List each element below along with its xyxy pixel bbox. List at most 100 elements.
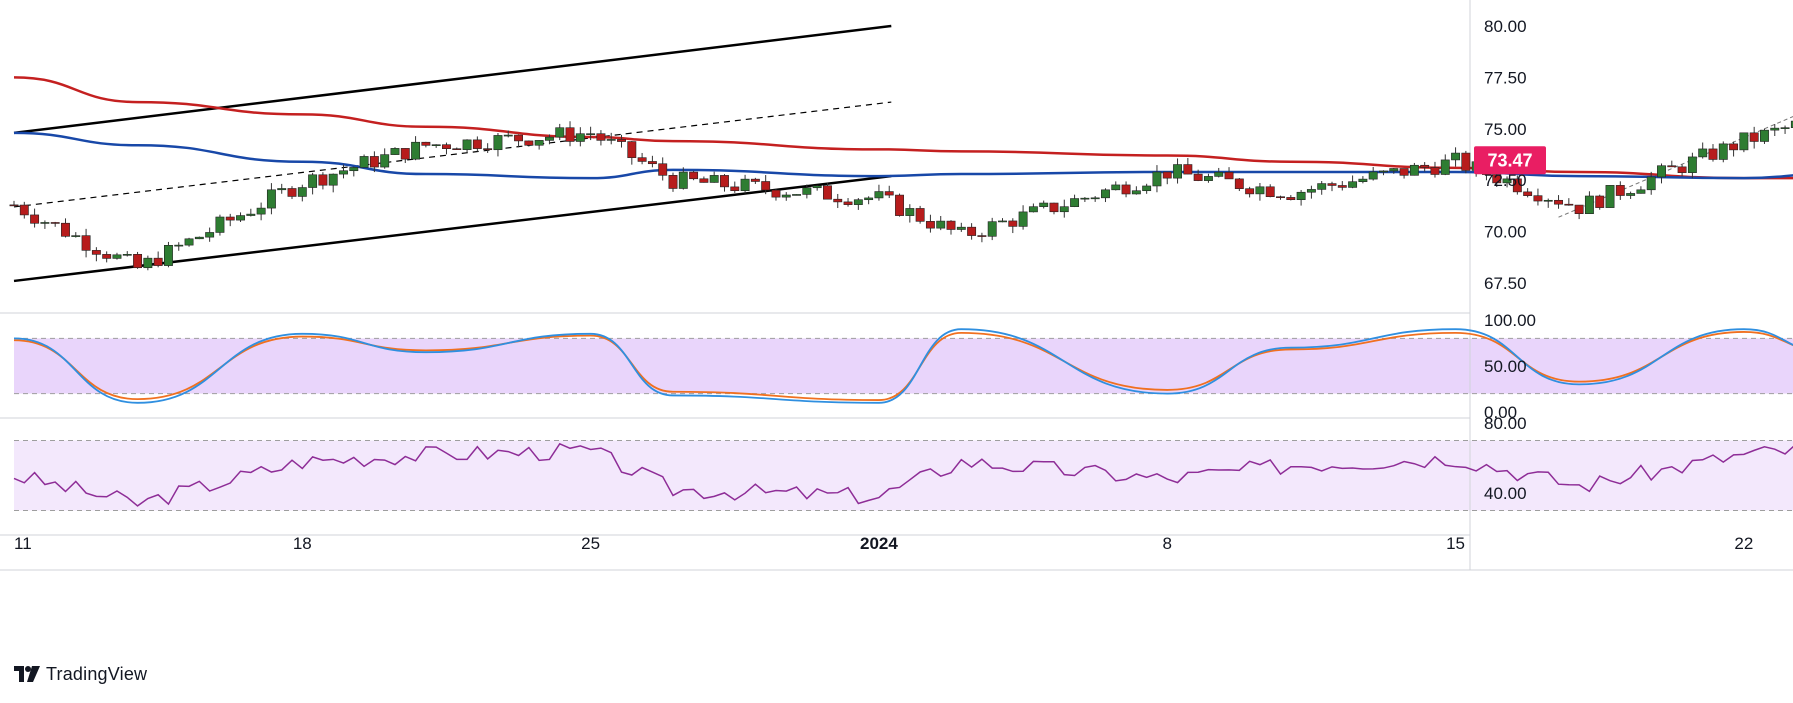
candle-up [462, 139, 472, 150]
candle-up [431, 144, 441, 146]
candle-down [699, 178, 709, 183]
candle-up [1173, 164, 1182, 179]
candle-up [1152, 171, 1162, 187]
candle-down [823, 185, 832, 200]
candle-down [1677, 166, 1687, 173]
rsi-tick-label: 80.00 [1484, 414, 1527, 433]
candle-down [1492, 174, 1502, 184]
candle-up [1080, 197, 1090, 200]
candle-up [236, 215, 245, 221]
candle-up [1584, 195, 1594, 215]
candle-up [1451, 152, 1461, 161]
candle-up [40, 222, 50, 224]
candle-up [174, 244, 184, 247]
candle-up [709, 175, 719, 183]
candle-down [1749, 132, 1759, 142]
candle-down [1245, 188, 1255, 195]
candle-up [792, 194, 802, 196]
candle-down [730, 186, 740, 191]
ma-slow-line [13, 76, 1793, 180]
candle-up [544, 136, 554, 141]
candle-down [1574, 204, 1584, 215]
candle-up [1770, 127, 1780, 131]
candle-up [1626, 193, 1636, 196]
stoch-k-line [13, 328, 1793, 404]
candle-up [1090, 197, 1100, 200]
ma-fast-line [13, 131, 1793, 180]
candle-down [19, 204, 29, 216]
candle-up [575, 133, 585, 142]
rsi-tick-label: 40.00 [1484, 484, 1527, 503]
candle-down [9, 204, 19, 207]
candle-down [1399, 168, 1409, 176]
candle-down [50, 222, 60, 224]
candle-down [1265, 186, 1275, 198]
candle-up [1358, 178, 1368, 183]
candle-up [802, 187, 812, 195]
candle-up [1502, 178, 1512, 184]
fib-swing-path [1558, 116, 1793, 218]
candle-up [987, 221, 997, 237]
candle-down [1162, 171, 1172, 179]
candle-down [977, 235, 987, 237]
candle-up [606, 139, 616, 141]
candle-up [380, 154, 390, 168]
candle-up [184, 238, 194, 246]
candle-up [956, 226, 966, 230]
price-tick-label: 70.00 [1484, 223, 1527, 242]
candle-down [1121, 184, 1131, 195]
candle-up [1389, 168, 1399, 172]
candle-up [266, 189, 276, 209]
candle-down [1193, 173, 1203, 181]
candle-up [1214, 171, 1224, 177]
tradingview-branding[interactable]: TradingView [14, 661, 147, 687]
candle-up [1131, 190, 1141, 195]
candle-down [884, 191, 894, 196]
candle-up [1059, 206, 1069, 213]
candle-up [1296, 191, 1306, 201]
candle-up [1739, 132, 1749, 151]
stoch-tick-label: 50.00 [1484, 357, 1527, 376]
candle-down [1729, 143, 1739, 151]
candle-up [1687, 156, 1697, 173]
candle-up [359, 156, 369, 168]
candle-up [1409, 164, 1419, 176]
candle-up [112, 254, 122, 259]
time-tick-label: 25 [581, 534, 600, 553]
candle-down [1327, 183, 1337, 186]
candle-down [61, 222, 70, 237]
candle-down [658, 163, 668, 176]
candle-down [925, 221, 935, 229]
candle-up [297, 187, 307, 197]
candle-up [1111, 184, 1121, 191]
candle-down [318, 174, 328, 186]
rsi-line [13, 442, 1793, 507]
candle-down [472, 139, 482, 149]
candle-down [133, 254, 143, 269]
candle-up [864, 197, 874, 201]
candle-up [740, 178, 750, 191]
candle-down [1461, 152, 1471, 171]
candle-up [1028, 206, 1038, 213]
candle-down [524, 140, 534, 146]
last-price-badge [1474, 146, 1546, 175]
candle-down [750, 178, 760, 182]
candle-down [514, 134, 523, 142]
candle-up [339, 170, 348, 175]
candle-down [596, 133, 606, 141]
candle-up [277, 188, 287, 191]
candle-down [1234, 178, 1244, 189]
candle-down [843, 201, 853, 205]
candle-down [1512, 178, 1522, 193]
candle-down [1595, 195, 1605, 208]
rsi-band [14, 440, 1793, 511]
candle-up [205, 232, 215, 238]
candle-down [565, 127, 575, 142]
candle-up [998, 220, 1007, 223]
candle-down [1286, 197, 1296, 201]
tradingview-logo-icon [14, 666, 40, 682]
candle-up [308, 174, 318, 188]
candle-down [102, 254, 112, 259]
